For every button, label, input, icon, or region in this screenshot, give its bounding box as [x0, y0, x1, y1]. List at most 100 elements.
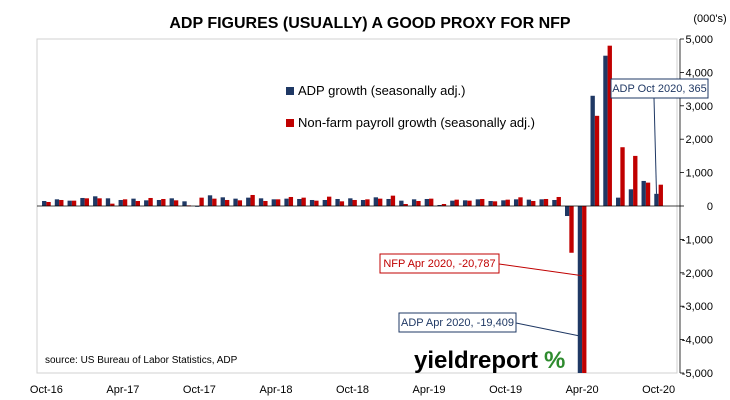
x-tick-label: Apr-20 [566, 384, 599, 396]
x-tick-label: Apr-17 [106, 384, 139, 396]
bar-adp-feb-18 [246, 197, 251, 206]
chart-title: ADP FIGURES (USUALLY) A GOOD PROXY FOR N… [169, 15, 571, 32]
bar-adp-dec-18 [373, 197, 379, 206]
bar-adp-jun-20 [603, 55, 608, 207]
y-axis-unit-label: (000's) [693, 13, 726, 25]
bar-adp-dec-16 [67, 200, 72, 206]
bar-adp-feb-17 [93, 196, 98, 206]
bar-adp-dec-19 [526, 199, 532, 206]
bar-nfp-oct-18 [352, 199, 357, 206]
bar-adp-oct-16 [42, 200, 47, 206]
annotations-group: ADP Oct 2020, 365 NFP Apr 2020, -20,787 AD… [379, 78, 709, 337]
bar-adp-dec-17 [220, 197, 225, 206]
x-axis-ticks: Oct-16 Apr-17 Oct-17 Apr-18 Oct-18 Apr-19 Oct-… [30, 384, 675, 396]
y-tick-label: 1,000 [685, 168, 713, 180]
bar-adp-oct-19 [501, 200, 506, 206]
y-axis-ticks: -5,000 -4,000 -3,000 -2,000 -1,000 0 1,000 2,00… [680, 34, 713, 380]
bar-nfp-jul-20 [620, 147, 625, 206]
bar-adp-oct-20 [654, 193, 659, 206]
bar-nfp-nov-16 [59, 199, 64, 206]
y-tick-label: -5,000 [682, 368, 713, 380]
bar-nfp-jan-18 [237, 200, 243, 206]
bar-adp-feb-20 [552, 199, 557, 206]
annotation-label: ADP Apr 2020, -19,409 [401, 317, 514, 329]
legend: ADP growth (seasonally adj.) Non-farm pay… [286, 83, 535, 130]
bar-nfp-dec-18 [378, 198, 383, 206]
bar-adp-may-18 [284, 198, 289, 206]
bar-adp-may-20 [590, 95, 595, 206]
annotation-leader [653, 97, 657, 194]
bar-adp-nov-19 [513, 199, 519, 206]
legend-swatch-adp [286, 87, 294, 95]
bar-adp-jan-17 [80, 197, 85, 206]
bar-adp-mar-17 [105, 198, 111, 206]
source-note: source: US Bureau of Labor Statistics, A… [45, 355, 238, 366]
bar-nfp-oct-20 [658, 184, 663, 206]
bar-nfp-nov-18 [365, 199, 370, 206]
y-tick-label: 3,000 [685, 101, 713, 113]
bar-nfp-aug-20 [633, 155, 638, 206]
bar-adp-apr-19 [424, 198, 430, 206]
legend-label-adp: ADP growth (seasonally adj.) [298, 83, 465, 98]
y-tick-label: -1,000 [682, 234, 713, 246]
bar-adp-apr-18 [271, 199, 276, 206]
bar-nfp-dec-17 [224, 199, 230, 206]
bar-nfp-sep-18 [339, 201, 345, 206]
bar-nfp-nov-17 [212, 198, 217, 206]
bar-nfp-feb-17 [97, 198, 102, 206]
bar-adp-may-17 [131, 198, 136, 206]
bar-nfp-dec-16 [71, 200, 77, 206]
bars-group [42, 45, 663, 373]
bar-adp-jun-19 [450, 200, 455, 206]
bar-nfp-may-18 [288, 196, 294, 206]
bar-nfp-mar-20 [569, 206, 574, 253]
bar-adp-nov-18 [360, 199, 366, 206]
bar-nfp-feb-20 [556, 196, 561, 206]
x-tick-label: Oct-20 [642, 384, 675, 396]
bar-nfp-jun-17 [148, 197, 153, 206]
x-tick-label: Oct-18 [336, 384, 369, 396]
bar-adp-nov-16 [54, 199, 60, 206]
bar-nfp-aug-17 [173, 200, 179, 206]
bar-adp-jun-17 [144, 200, 149, 206]
x-tick-label: Oct-16 [30, 384, 63, 396]
bar-nfp-feb-18 [250, 194, 255, 206]
bar-adp-jan-18 [233, 198, 238, 206]
bar-nfp-jun-19 [454, 199, 459, 206]
bar-nfp-jan-20 [543, 198, 549, 206]
bar-adp-feb-19 [399, 200, 404, 206]
bar-nfp-jul-18 [314, 200, 319, 206]
annotation-box [398, 312, 517, 333]
bar-nfp-jun-20 [607, 45, 612, 207]
bar-adp-oct-18 [348, 198, 353, 206]
bar-adp-apr-20 [577, 206, 583, 373]
bar-nfp-oct-17 [199, 197, 204, 206]
bar-nfp-sep-20 [645, 182, 651, 206]
y-tick-label: 4,000 [685, 67, 713, 79]
annotation-label: ADP Oct 2020, 365 [612, 83, 707, 95]
brand-logo: yieldreport% [414, 347, 565, 374]
annotation-leader [515, 322, 580, 337]
bar-nfp-dec-19 [531, 200, 536, 206]
bar-adp-sep-17 [182, 201, 187, 206]
bar-nfp-mar-17 [110, 203, 115, 206]
bar-adp-sep-18 [335, 198, 340, 206]
bar-nfp-apr-17 [122, 199, 128, 206]
bar-adp-aug-20 [628, 189, 634, 206]
bar-nfp-jan-19 [390, 195, 396, 206]
bar-adp-jul-18 [309, 199, 315, 206]
annotation-box [379, 253, 500, 274]
y-tick-label: -2,000 [682, 268, 713, 280]
bar-nfp-apr-20 [582, 206, 587, 373]
y-tick-label: 2,000 [685, 134, 713, 146]
x-tick-label: Oct-19 [489, 384, 522, 396]
annotation-box [610, 78, 709, 99]
bar-nfp-aug-18 [326, 196, 332, 206]
bar-adp-sep-19 [488, 200, 493, 206]
x-tick-label: Apr-18 [259, 384, 292, 396]
bar-nfp-mar-18 [263, 200, 268, 206]
bar-nfp-apr-18 [275, 199, 281, 206]
bar-nfp-may-17 [135, 200, 140, 206]
bar-adp-apr-17 [118, 199, 123, 206]
